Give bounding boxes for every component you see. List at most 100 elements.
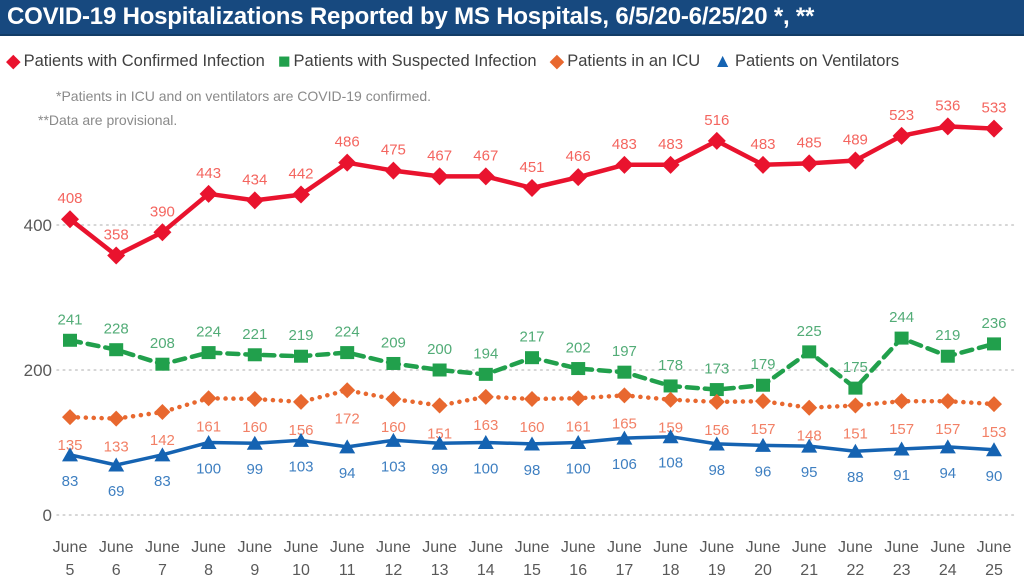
data-point-label: 159 (658, 420, 683, 437)
data-point-label: 151 (427, 426, 452, 443)
data-point-label: 489 (843, 131, 868, 148)
data-point-marker (430, 167, 449, 186)
data-point-label: 157 (750, 421, 775, 438)
series-suspected: 241 228 208 224 221 219 224 209 200 194 217 202 197 1… (57, 309, 1007, 397)
data-point-label: 217 (519, 329, 544, 346)
data-point-marker (802, 345, 817, 359)
x-tick-day-label: 25 (985, 562, 1003, 579)
data-point-label: 236 (981, 315, 1006, 332)
data-point-marker (661, 155, 680, 174)
data-point-label: 485 (797, 134, 822, 151)
page-title: COVID-19 Hospitalizations Reported by MS… (7, 3, 815, 30)
y-tick-label: 200 (24, 361, 52, 380)
data-point-label: 194 (473, 345, 498, 362)
data-point-marker (754, 155, 772, 174)
data-point-marker (707, 131, 726, 150)
data-point-label: 94 (339, 465, 356, 482)
data-point-marker (801, 438, 818, 453)
data-point-marker (292, 185, 310, 204)
data-point-label: 100 (196, 461, 221, 478)
data-point-label: 148 (797, 428, 822, 445)
data-point-marker (431, 397, 448, 414)
data-point-label: 408 (57, 190, 82, 207)
data-point-label: 475 (381, 142, 406, 159)
x-tick-month-label: June (838, 539, 873, 556)
x-tick-day-label: 5 (66, 562, 75, 579)
data-point-label: 94 (939, 465, 956, 482)
data-point-marker (708, 436, 725, 451)
data-point-marker (755, 437, 771, 452)
data-point-label: 244 (889, 309, 914, 326)
x-tick-day-label: 17 (616, 562, 634, 579)
data-point-marker (985, 119, 1003, 138)
x-tick-month-label: June (237, 539, 272, 556)
data-point-label: 209 (381, 334, 406, 351)
data-point-marker (756, 378, 770, 392)
data-point-label: 151 (843, 426, 868, 443)
data-point-label: 95 (801, 464, 818, 481)
data-point-label: 225 (797, 323, 822, 340)
data-point-label: 153 (981, 424, 1006, 441)
data-point-label: 161 (566, 418, 591, 435)
data-point-marker (478, 367, 493, 381)
series-icu: 135 133 142 161 160 156 172 160 151 163 160 161 165 1… (57, 382, 1007, 456)
legend-label-icu: Patients in an ICU (567, 51, 701, 70)
data-point-marker (987, 337, 1001, 351)
diamond-icon: ◆ (6, 50, 21, 72)
data-point-marker (155, 357, 170, 371)
data-point-label: 103 (381, 458, 406, 475)
data-point-label: 91 (893, 467, 910, 484)
data-point-label: 69 (108, 483, 125, 500)
data-point-marker (709, 383, 724, 397)
data-point-label: 390 (150, 203, 175, 220)
legend-item-icu: ◆ Patients in an ICU (550, 52, 701, 71)
data-point-marker (340, 346, 355, 360)
data-point-label: 179 (750, 356, 775, 373)
x-tick-day-label: 6 (112, 562, 121, 579)
data-point-label: 99 (246, 461, 263, 478)
data-point-label: 467 (427, 147, 452, 164)
data-point-marker (477, 388, 494, 405)
data-point-marker (846, 151, 865, 170)
x-tick-month-label: June (99, 539, 134, 556)
data-point-marker (247, 348, 262, 362)
x-tick-month-label: June (884, 539, 919, 556)
data-point-marker (154, 404, 171, 421)
data-point-label: 163 (473, 417, 498, 434)
title-bar: COVID-19 Hospitalizations Reported by MS… (0, 0, 1024, 36)
data-point-marker (847, 443, 864, 458)
data-point-label: 202 (566, 340, 591, 357)
data-point-label: 108 (658, 455, 683, 472)
x-tick-day-label: 8 (204, 562, 213, 579)
data-point-marker (63, 333, 77, 347)
data-point-label: 451 (519, 159, 544, 176)
legend-item-confirmed: ◆ Patients with Confirmed Infection (6, 52, 265, 71)
data-point-marker (525, 351, 539, 365)
x-tick-day-label: 23 (893, 562, 911, 579)
data-point-label: 99 (431, 461, 448, 478)
data-point-label: 98 (708, 462, 725, 479)
legend-label-suspected: Patients with Suspected Infection (293, 51, 537, 70)
data-point-marker (940, 349, 955, 363)
data-point-label: 142 (150, 432, 175, 449)
x-tick-month-label: June (653, 539, 688, 556)
y-tick-label: 0 (43, 506, 52, 525)
x-tick-month-label: June (699, 539, 734, 556)
data-point-label: 467 (473, 147, 498, 164)
data-point-marker (848, 381, 863, 395)
x-tick-day-label: 24 (939, 562, 957, 579)
x-tick-day-label: 9 (250, 562, 259, 579)
data-point-marker (153, 223, 172, 242)
x-tick-month-label: June (422, 539, 457, 556)
data-point-marker (524, 391, 540, 407)
footnote-provisional: **Data are provisional. (38, 112, 178, 128)
data-point-marker (523, 179, 541, 198)
x-tick-day-label: 12 (385, 562, 403, 579)
x-tick-day-label: 20 (754, 562, 772, 579)
data-point-label: 483 (750, 136, 775, 153)
x-tick-month-label: June (376, 539, 411, 556)
x-tick-month-label: June (330, 539, 365, 556)
data-point-label: 358 (104, 226, 129, 243)
data-point-marker (615, 155, 634, 174)
data-point-label: 161 (196, 418, 221, 435)
